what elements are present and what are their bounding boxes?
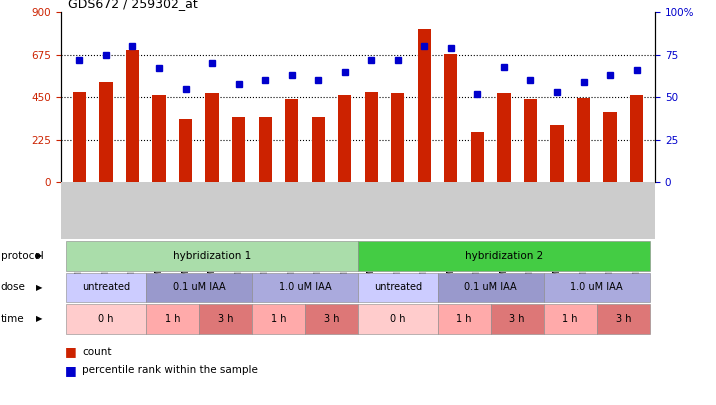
Bar [153, 95, 165, 182]
Text: GDS672 / 259302_at: GDS672 / 259302_at [68, 0, 198, 10]
Text: 3 h: 3 h [616, 314, 631, 324]
Text: hybridization 2: hybridization 2 [465, 251, 543, 261]
Bar [470, 132, 484, 182]
Text: hybridization 1: hybridization 1 [173, 251, 251, 261]
Text: ▶: ▶ [37, 283, 43, 292]
Text: 1 h: 1 h [165, 314, 180, 324]
Text: 3 h: 3 h [324, 314, 339, 324]
Bar [551, 125, 563, 182]
Text: 0 h: 0 h [390, 314, 405, 324]
Bar [258, 117, 272, 182]
Text: dose: dose [1, 282, 26, 292]
Text: ▶: ▶ [37, 314, 43, 324]
Text: 1 h: 1 h [563, 314, 578, 324]
Bar [417, 29, 431, 182]
Bar [444, 54, 458, 182]
Bar [285, 99, 299, 182]
Bar [126, 50, 139, 182]
Text: 1 h: 1 h [456, 314, 472, 324]
Bar [179, 119, 192, 182]
Bar [498, 94, 511, 182]
Bar [391, 94, 405, 182]
Text: ■: ■ [64, 345, 76, 358]
Bar [630, 95, 643, 182]
Text: percentile rank within the sample: percentile rank within the sample [82, 365, 258, 375]
Bar [311, 117, 325, 182]
Text: 1.0 uM IAA: 1.0 uM IAA [571, 282, 623, 292]
Text: 0.1 uM IAA: 0.1 uM IAA [465, 282, 517, 292]
Text: untreated: untreated [82, 282, 130, 292]
Text: 0.1 uM IAA: 0.1 uM IAA [173, 282, 225, 292]
Bar [232, 117, 246, 182]
Text: 3 h: 3 h [218, 314, 233, 324]
Bar [604, 112, 616, 182]
Text: untreated: untreated [374, 282, 422, 292]
Bar [205, 94, 218, 182]
Text: 0 h: 0 h [98, 314, 114, 324]
Text: 1.0 uM IAA: 1.0 uM IAA [279, 282, 332, 292]
Bar [577, 98, 590, 182]
Text: 1 h: 1 h [271, 314, 286, 324]
Bar [524, 99, 537, 182]
Bar [73, 92, 86, 182]
Bar [100, 82, 112, 182]
Text: count: count [82, 347, 112, 357]
Bar [364, 92, 378, 182]
Text: ■: ■ [64, 364, 76, 377]
Bar [338, 95, 352, 182]
Text: ▶: ▶ [37, 251, 43, 260]
Text: protocol: protocol [1, 251, 44, 261]
Text: 3 h: 3 h [509, 314, 525, 324]
Text: time: time [1, 314, 24, 324]
